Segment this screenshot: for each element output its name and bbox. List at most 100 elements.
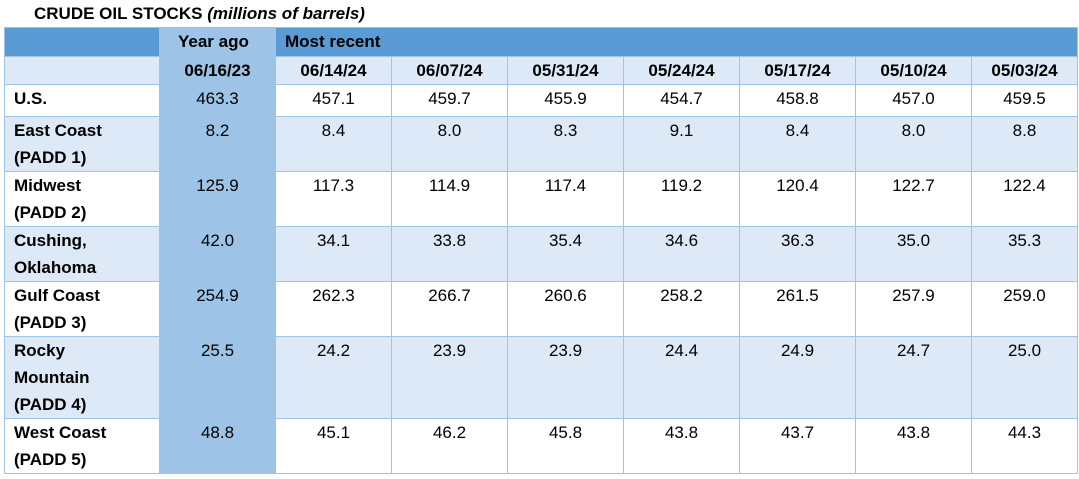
header-date: 06/07/24 [391,56,508,85]
recent-value: 459.5 [971,84,1078,117]
row-label-line: U.S. [14,89,48,108]
recent-value: 455.9 [507,84,624,117]
header-date-corner-cell [4,56,160,85]
table-row: West Coast (PADD 5) 48.8 45.1 46.2 45.8 43.8 43… [4,418,1078,474]
row-label-line: Cushing, [14,231,87,250]
header-date: 05/03/24 [971,56,1078,85]
header-date: 06/16/23 [159,56,276,85]
recent-value: 262.3 [275,281,392,337]
recent-value: 8.4 [739,116,856,172]
recent-value: 260.6 [507,281,624,337]
recent-value: 23.9 [507,336,624,419]
row-label-line: Mountain [14,368,90,387]
recent-value: 46.2 [391,418,508,474]
year-ago-value: 125.9 [159,171,276,227]
recent-value: 25.0 [971,336,1078,419]
recent-value: 45.8 [507,418,624,474]
recent-value: 120.4 [739,171,856,227]
recent-value: 117.3 [275,171,392,227]
recent-value: 454.7 [623,84,740,117]
recent-value: 44.3 [971,418,1078,474]
row-label-line: Midwest [14,176,82,195]
recent-value: 43.8 [855,418,972,474]
table-row: U.S. 463.3 457.1 459.7 455.9 454.7 458.8 457.0 4… [4,84,1078,117]
recent-value: 458.8 [739,84,856,117]
row-label-line: (PADD 1) [14,148,87,167]
recent-value: 257.9 [855,281,972,337]
recent-value: 114.9 [391,171,508,227]
recent-value: 8.4 [275,116,392,172]
header-date: 06/14/24 [275,56,392,85]
recent-value: 34.6 [623,226,740,282]
recent-value: 259.0 [971,281,1078,337]
year-ago-value: 8.2 [159,116,276,172]
row-label: West Coast (PADD 5) [4,418,160,474]
recent-value: 23.9 [391,336,508,419]
table-title: CRUDE OIL STOCKS (millions of barrels) [34,3,365,25]
recent-value: 459.7 [391,84,508,117]
recent-value: 258.2 [623,281,740,337]
header-date: 05/24/24 [623,56,740,85]
row-label: U.S. [4,84,160,117]
table-row: Cushing, Oklahoma 42.0 34.1 33.8 35.4 34.6 36.3… [4,226,1078,282]
row-label: Midwest (PADD 2) [4,171,160,227]
recent-value: 36.3 [739,226,856,282]
header-date-row: 06/16/23 06/14/24 06/07/24 05/31/24 05/24/24… [4,56,1078,85]
recent-value: 119.2 [623,171,740,227]
recent-value: 24.9 [739,336,856,419]
year-ago-value: 42.0 [159,226,276,282]
row-label-line: (PADD 5) [14,450,87,469]
header-corner-cell [4,27,160,57]
year-ago-value: 254.9 [159,281,276,337]
recent-value: 261.5 [739,281,856,337]
row-label-line: East Coast [14,121,102,140]
crude-oil-stocks-table: Year ago Most recent 06/16/23 06/14/24 06/07… [4,27,1078,474]
recent-value: 9.1 [623,116,740,172]
recent-value: 8.8 [971,116,1078,172]
recent-value: 43.8 [623,418,740,474]
recent-value: 457.1 [275,84,392,117]
recent-value: 35.0 [855,226,972,282]
row-label-line: Oklahoma [14,258,97,277]
recent-value: 117.4 [507,171,624,227]
table-title-units: (millions of barrels) [207,4,365,23]
recent-value: 266.7 [391,281,508,337]
header-date: 05/10/24 [855,56,972,85]
header-most-recent: Most recent [275,27,1078,57]
year-ago-value: 25.5 [159,336,276,419]
recent-value: 33.8 [391,226,508,282]
table-row: Rocky Mountain (PADD 4) 25.5 24.2 23.9 23.9 24.… [4,336,1078,419]
table-row: Gulf Coast (PADD 3) 254.9 262.3 266.7 260.6 25… [4,281,1078,337]
year-ago-value: 463.3 [159,84,276,117]
recent-value: 8.3 [507,116,624,172]
row-label: Rocky Mountain (PADD 4) [4,336,160,419]
header-date: 05/31/24 [507,56,624,85]
recent-value: 24.2 [275,336,392,419]
header-group-row: Year ago Most recent [4,27,1078,57]
recent-value: 35.4 [507,226,624,282]
row-label: Gulf Coast (PADD 3) [4,281,160,337]
recent-value: 35.3 [971,226,1078,282]
row-label: Cushing, Oklahoma [4,226,160,282]
table-row: East Coast (PADD 1) 8.2 8.4 8.0 8.3 9.1 8.4 8.0 8… [4,116,1078,172]
table-title-main: CRUDE OIL STOCKS [34,4,203,23]
recent-value: 24.7 [855,336,972,419]
recent-value: 43.7 [739,418,856,474]
recent-value: 45.1 [275,418,392,474]
row-label-line: (PADD 2) [14,203,87,222]
row-label-line: Gulf Coast [14,286,100,305]
row-label-line: (PADD 3) [14,313,87,332]
row-label-line: (PADD 4) [14,395,87,414]
table-row: Midwest (PADD 2) 125.9 117.3 114.9 117.4 119.2… [4,171,1078,227]
header-year-ago: Year ago [159,27,276,57]
recent-value: 8.0 [391,116,508,172]
row-label-line: West Coast [14,423,107,442]
row-label: East Coast (PADD 1) [4,116,160,172]
year-ago-value: 48.8 [159,418,276,474]
recent-value: 24.4 [623,336,740,419]
header-date: 05/17/24 [739,56,856,85]
row-label-line: Rocky [14,341,66,360]
recent-value: 122.4 [971,171,1078,227]
recent-value: 457.0 [855,84,972,117]
recent-value: 34.1 [275,226,392,282]
